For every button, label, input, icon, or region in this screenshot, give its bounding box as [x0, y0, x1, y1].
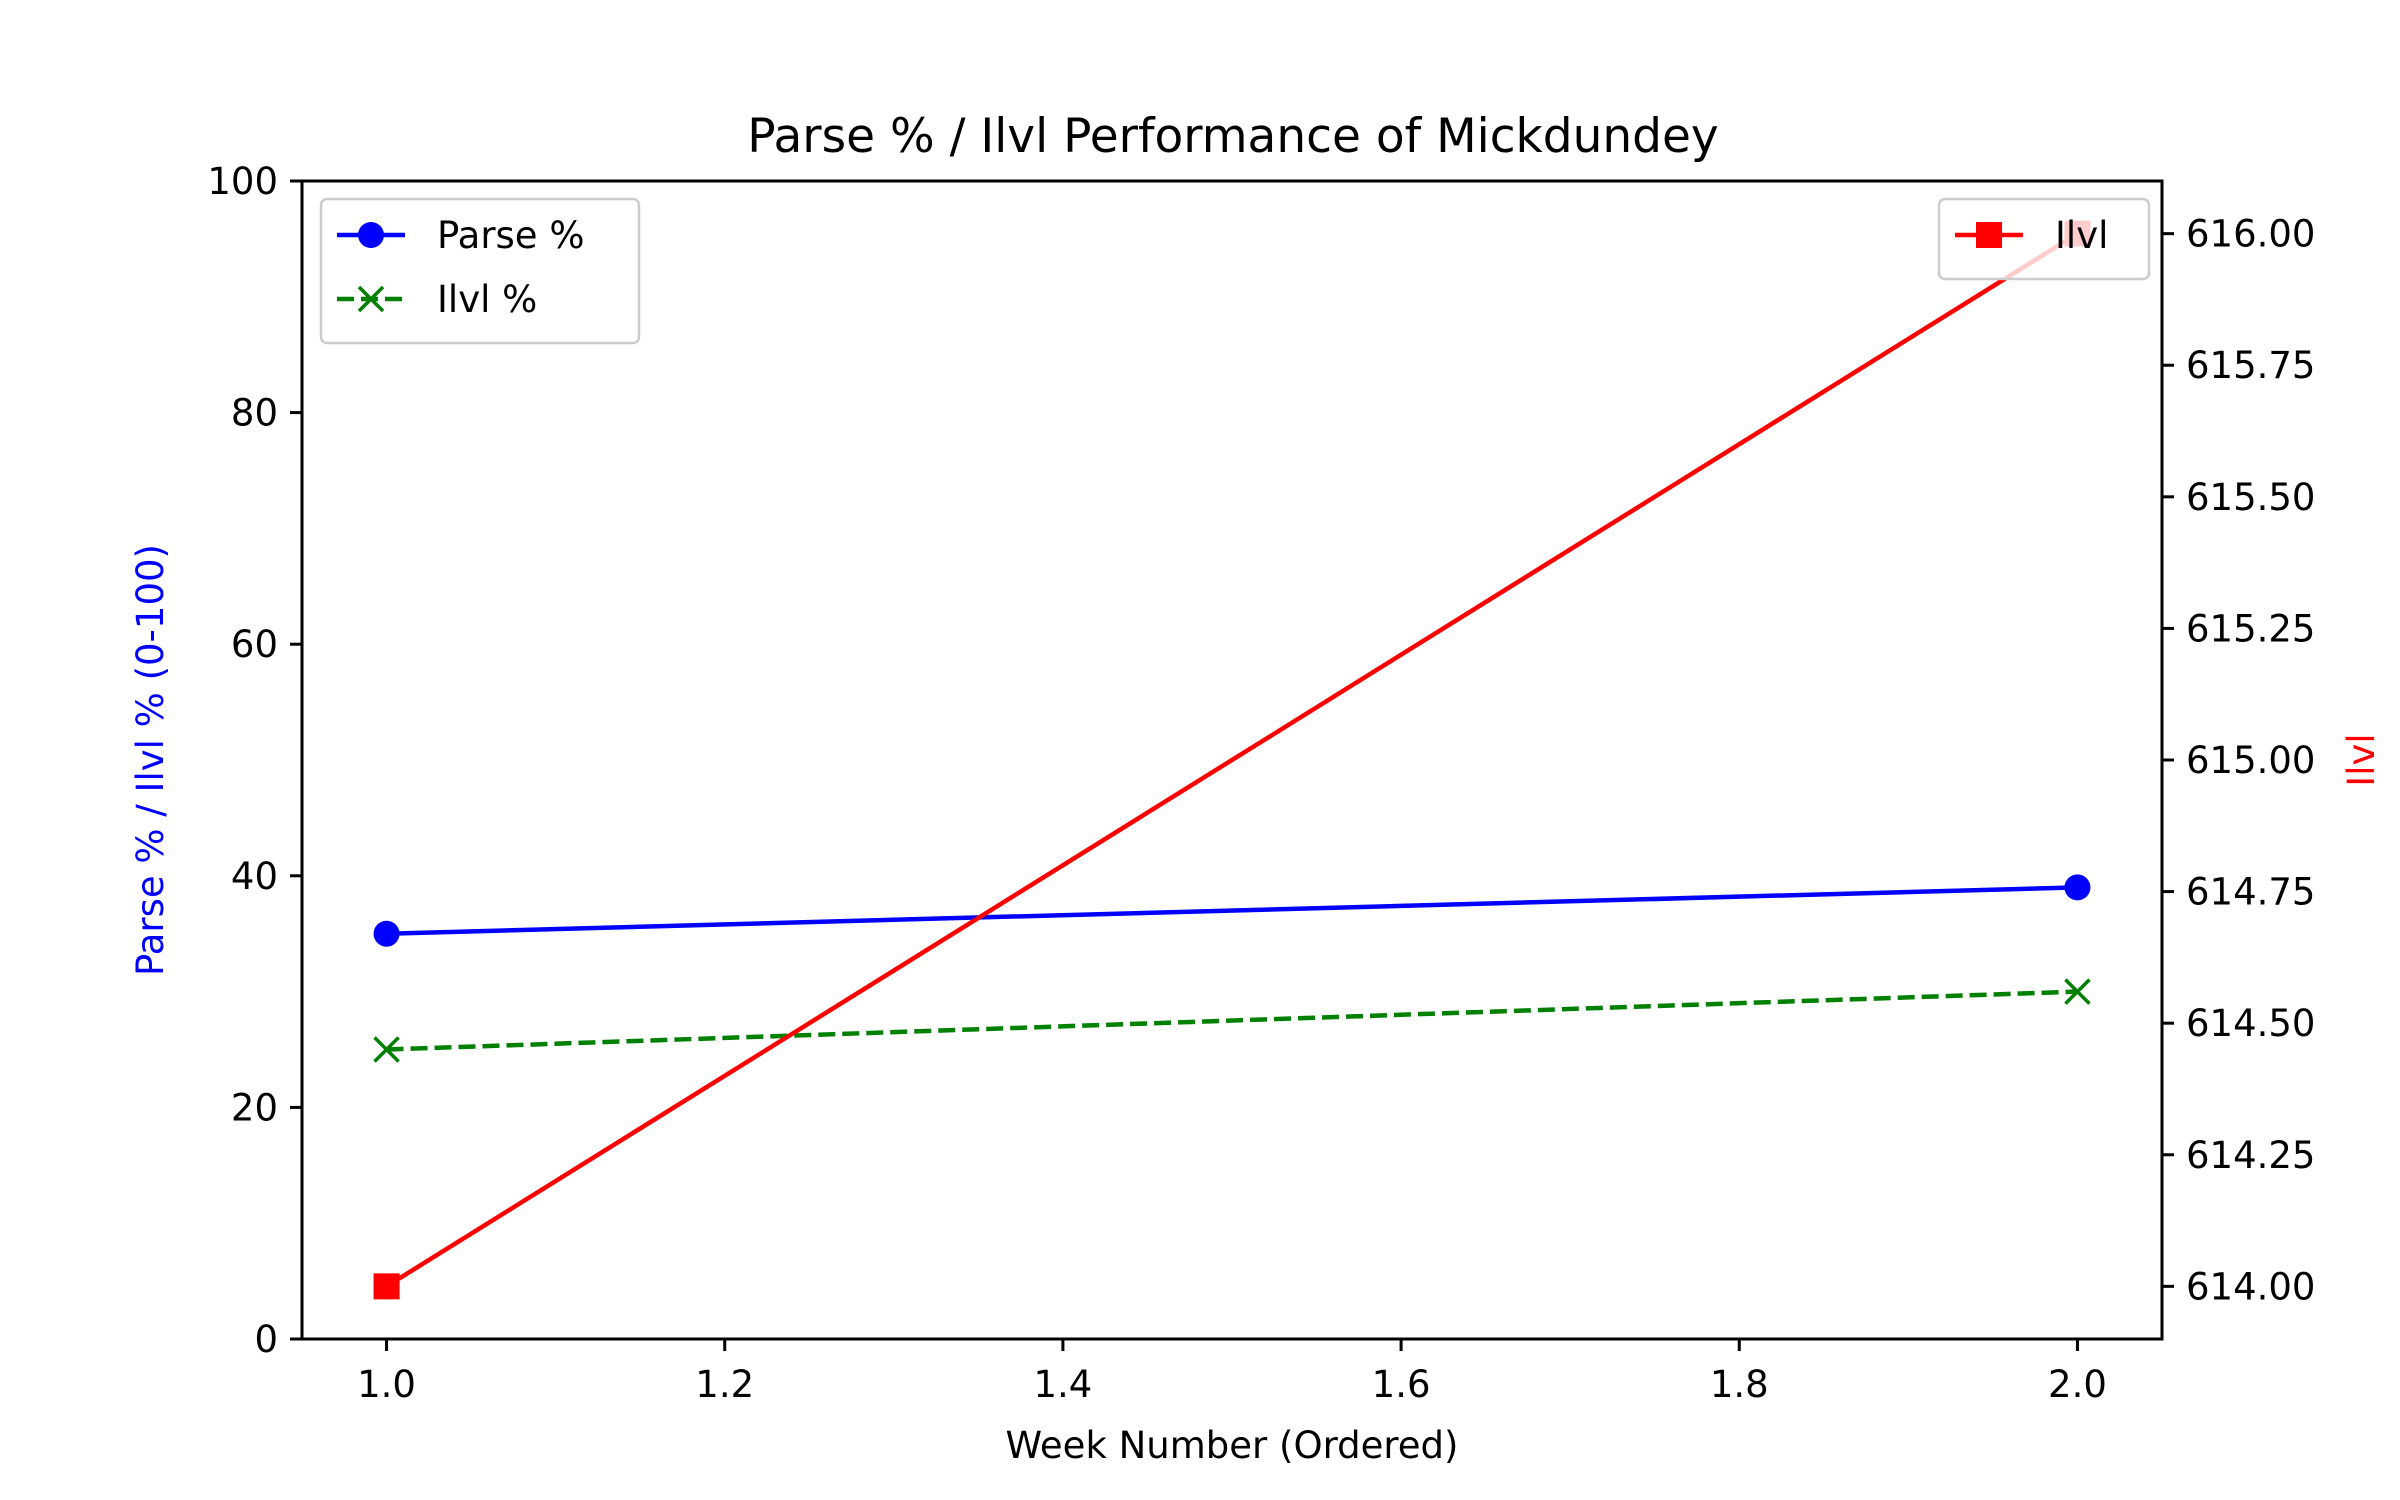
- left-y-tick-label: 20: [231, 1086, 278, 1129]
- right-y-tick-label: 615.50: [2186, 476, 2315, 519]
- right-y-tick-label: 615.25: [2186, 607, 2315, 650]
- x-tick-label: 1.8: [1710, 1363, 1769, 1406]
- right-y-tick-label: 614.50: [2186, 1002, 2315, 1045]
- right-y-tick-label: 616.00: [2186, 213, 2315, 256]
- x-tick-label: 1.4: [1033, 1363, 1092, 1406]
- legend-marker: [1976, 222, 2002, 248]
- left-y-tick-label: 60: [231, 623, 278, 666]
- legend-label: Parse %: [437, 214, 585, 257]
- series-line-2: [385, 231, 2079, 1289]
- x-tick-label: 1.2: [695, 1363, 754, 1406]
- right-axis-label: Ilvl: [2340, 733, 2383, 786]
- left-y-tick-label: 80: [231, 392, 278, 435]
- x-tick-label: 2.0: [2048, 1363, 2107, 1406]
- data-point-1: [2064, 978, 2091, 1005]
- data-point-0: [373, 920, 400, 947]
- left-axis-label: Parse % / Ilvl % (0-100): [129, 544, 172, 976]
- data-point-0: [2064, 874, 2091, 901]
- right-y-tick-label: 614.75: [2186, 871, 2315, 914]
- legend-right: Ilvl: [1937, 197, 2151, 281]
- legend-label: Ilvl %: [437, 278, 537, 321]
- left-y-tick-label: 100: [207, 160, 278, 203]
- legend-left: Parse % Ilvl %: [319, 197, 641, 345]
- right-y-axis: 614.00 614.25 614.50 614.75 615.00 615.25 615.…: [2162, 213, 2315, 1308]
- legend-label: Ilvl: [2055, 214, 2108, 257]
- right-y-tick-label: 614.00: [2186, 1265, 2315, 1308]
- right-y-tick-label: 615.00: [2186, 739, 2315, 782]
- series-line-1: [386, 989, 2078, 1052]
- x-tick-label: 1.0: [357, 1363, 416, 1406]
- legend-marker: [357, 285, 385, 313]
- left-y-tick-label: 0: [254, 1318, 278, 1361]
- right-y-tick-label: 615.75: [2186, 344, 2315, 387]
- left-y-tick-label: 40: [231, 855, 278, 898]
- x-tick-label: 1.6: [1372, 1363, 1431, 1406]
- right-y-tick-label: 614.25: [2186, 1134, 2315, 1177]
- data-point-1: [373, 1036, 400, 1063]
- series-layer: [373, 220, 2091, 1300]
- legend-box: [1937, 197, 2151, 281]
- x-axis: 1.0 1.2 1.4 1.6 1.8 2.0: [357, 1339, 2107, 1406]
- left-y-axis: 0 20 40 60 80 100: [207, 160, 302, 1361]
- data-point-2: [373, 1273, 400, 1300]
- legend-marker: [358, 222, 384, 248]
- x-axis-label: Week Number (Ordered): [1006, 1424, 1459, 1467]
- chart-title: Parse % / Ilvl Performance of Mickdundey: [747, 109, 1718, 164]
- series-line-0: [386, 885, 2078, 936]
